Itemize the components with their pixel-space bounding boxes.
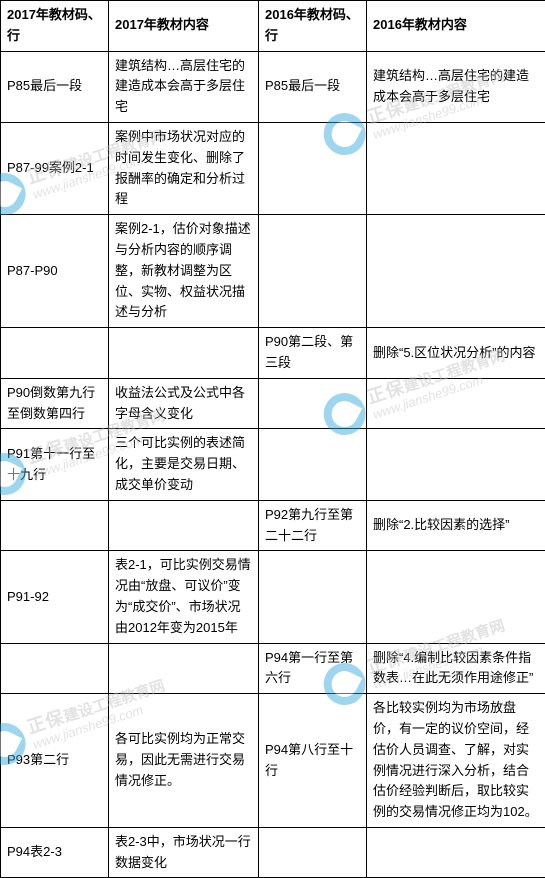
col-header-2016-code: 2016年教材码、行 xyxy=(259,1,367,52)
table-cell: P90倒数第九行至倒数第四行 xyxy=(1,378,109,429)
table-row: P87-99案例2-1案例中市场状况对应的时间发生变化、删除了报酬率的确定和分析… xyxy=(1,122,545,214)
table-cell: 建筑结构…高层住宅的建造成本会高于多层住宅 xyxy=(367,51,545,122)
table-cell xyxy=(259,122,367,214)
table-cell: 各可比实例均为正常交易，因此无需进行交易情况修正。 xyxy=(109,694,259,828)
table-cell: P94第一行至第六行 xyxy=(259,643,367,694)
table-cell xyxy=(259,827,367,878)
table-cell: 删除“4.编制比较因素条件指数表…在此无须作用途修正” xyxy=(367,643,545,694)
table-row: P91-92表2-1，可比实例交易情况由“放盘、可议价”变为“成交价”、市场状况… xyxy=(1,551,545,643)
table-cell xyxy=(109,643,259,694)
table-body: P85最后一段建筑结构…高层住宅的建造成本会高于多层住宅P85最后一段建筑结构…… xyxy=(1,51,545,878)
table-row: P94表2-3表2-3中，市场状况一行数据变化 xyxy=(1,827,545,878)
col-header-2017-code: 2017年教材码、行 xyxy=(1,1,109,52)
table-cell: P85最后一段 xyxy=(259,51,367,122)
table-row: P94第一行至第六行删除“4.编制比较因素条件指数表…在此无须作用途修正” xyxy=(1,643,545,694)
table-row: P87-P90案例2-1，估价对象描述与分析内容的顺序调整，新教材调整为区位、实… xyxy=(1,215,545,328)
table-cell: P91第十一行至十九行 xyxy=(1,429,109,500)
table-cell xyxy=(109,500,259,551)
table-cell xyxy=(259,378,367,429)
table-cell: 案例中市场状况对应的时间发生变化、删除了报酬率的确定和分析过程 xyxy=(109,122,259,214)
table-cell: P87-P90 xyxy=(1,215,109,328)
table-row: P92第九行至第二十二行删除“2.比较因素的选择” xyxy=(1,500,545,551)
table-cell: P90第二段、第三段 xyxy=(259,328,367,379)
table-cell xyxy=(259,551,367,643)
table-cell: 建筑结构…高层住宅的建造成本会高于多层住宅 xyxy=(109,51,259,122)
table-header: 2017年教材码、行 2017年教材内容 2016年教材码、行 2016年教材内… xyxy=(1,1,545,52)
table-row: P91第十一行至十九行三个可比实例的表述简化，主要是交易日期、成交单价变动 xyxy=(1,429,545,500)
table-cell xyxy=(367,429,545,500)
table-cell xyxy=(367,215,545,328)
table-cell: 表2-3中，市场状况一行数据变化 xyxy=(109,827,259,878)
table-cell xyxy=(109,328,259,379)
table-cell: 三个可比实例的表述简化，主要是交易日期、成交单价变动 xyxy=(109,429,259,500)
table-cell: 各比较实例均为市场放盘价，有一定的议价空间，经估价人员调查、了解，对实例情况进行… xyxy=(367,694,545,828)
table-cell xyxy=(1,328,109,379)
table-cell: P94第八行至十行 xyxy=(259,694,367,828)
table-cell: P85最后一段 xyxy=(1,51,109,122)
table-cell xyxy=(1,643,109,694)
table-cell xyxy=(367,122,545,214)
table-row: P93第二行各可比实例均为正常交易，因此无需进行交易情况修正。P94第八行至十行… xyxy=(1,694,545,828)
table-cell: P94表2-3 xyxy=(1,827,109,878)
table-cell xyxy=(259,429,367,500)
comparison-table: 2017年教材码、行 2017年教材内容 2016年教材码、行 2016年教材内… xyxy=(0,0,545,878)
table-cell: P92第九行至第二十二行 xyxy=(259,500,367,551)
table-row: P90第二段、第三段删除“5.区位状况分析”的内容 xyxy=(1,328,545,379)
table-cell: 删除“2.比较因素的选择” xyxy=(367,500,545,551)
table-cell: 删除“5.区位状况分析”的内容 xyxy=(367,328,545,379)
col-header-2017-content: 2017年教材内容 xyxy=(109,1,259,52)
table-cell xyxy=(367,827,545,878)
table-cell xyxy=(259,215,367,328)
table-cell xyxy=(367,551,545,643)
table-cell: 表2-1，可比实例交易情况由“放盘、可议价”变为“成交价”、市场状况由2012年… xyxy=(109,551,259,643)
table-cell: P87-99案例2-1 xyxy=(1,122,109,214)
table-cell xyxy=(1,500,109,551)
table-cell: P93第二行 xyxy=(1,694,109,828)
table-cell: 收益法公式及公式中各字母含义变化 xyxy=(109,378,259,429)
table-row: P90倒数第九行至倒数第四行收益法公式及公式中各字母含义变化 xyxy=(1,378,545,429)
table-cell: P91-92 xyxy=(1,551,109,643)
table-cell: 案例2-1，估价对象描述与分析内容的顺序调整，新教材调整为区位、实物、权益状况描… xyxy=(109,215,259,328)
col-header-2016-content: 2016年教材内容 xyxy=(367,1,545,52)
table-cell xyxy=(367,378,545,429)
table-row: P85最后一段建筑结构…高层住宅的建造成本会高于多层住宅P85最后一段建筑结构…… xyxy=(1,51,545,122)
